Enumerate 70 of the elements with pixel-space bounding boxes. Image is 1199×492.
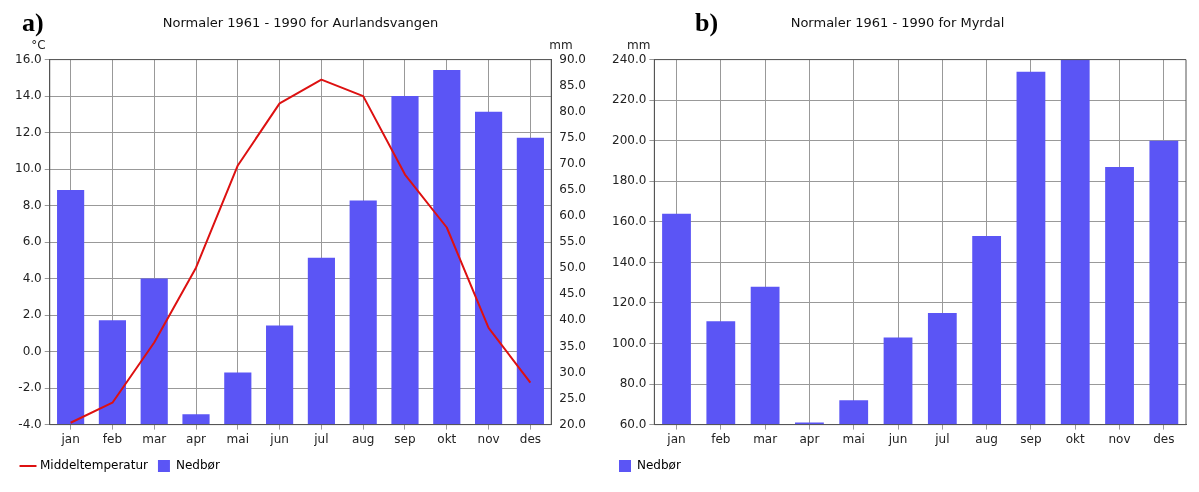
y-tick-label: 80.0 <box>619 376 647 391</box>
y2-tick-label: 45.0 <box>559 286 586 301</box>
x-tick-label: jun <box>887 431 908 446</box>
x-tick-label: jun <box>269 431 289 446</box>
y-tick-label: 8.0 <box>22 197 42 212</box>
y-tick-label: -2.0 <box>18 380 42 395</box>
y-tick-label: 160.0 <box>611 213 647 228</box>
legend-label: Middeltemperatur <box>40 458 149 473</box>
y-tick-label: 180.0 <box>611 173 647 188</box>
x-tick-label: sep <box>394 431 416 446</box>
y2-tick-label: 20.0 <box>559 416 586 431</box>
y2-tick-label: 30.0 <box>559 364 586 379</box>
y2-tick-label: 90.0 <box>559 51 586 66</box>
y-axis-title: °C <box>31 37 46 52</box>
x-tick-label: apr <box>799 431 820 446</box>
x-tick-label: aug <box>351 431 375 446</box>
y-tick-label: 4.0 <box>22 270 42 285</box>
y2-tick-label: 25.0 <box>559 390 586 405</box>
text: b) <box>695 8 719 38</box>
x-tick-label: sep <box>1020 431 1042 446</box>
y2-tick-label: 55.0 <box>559 234 586 249</box>
x-tick-label: feb <box>711 431 731 446</box>
legend-label: Nedbør <box>637 458 681 473</box>
x-tick-label: feb <box>102 431 123 446</box>
y2-tick-label: 60.0 <box>559 208 586 223</box>
x-tick-label: nov <box>477 431 500 446</box>
y-tick-label: 10.0 <box>15 161 42 176</box>
x-tick-label: apr <box>186 431 207 446</box>
y2-tick-label: 35.0 <box>559 338 586 353</box>
y-tick-label: 12.0 <box>15 124 42 139</box>
y-tick-label: 140.0 <box>611 254 647 269</box>
y-tick-label: 6.0 <box>22 234 42 249</box>
x-tick-label: mai <box>842 431 865 446</box>
y2-axis-title: mm <box>549 37 573 52</box>
x-tick-label: okt <box>1065 431 1086 446</box>
x-tick-label: nov <box>1108 431 1131 446</box>
legend-label: Nedbør <box>175 458 220 473</box>
y-tick-label: 200.0 <box>611 132 647 147</box>
y-tick-label: 100.0 <box>611 335 647 350</box>
y2-tick-label: 65.0 <box>559 182 586 197</box>
y2-tick-label: 75.0 <box>559 129 586 144</box>
x-tick-label: jul <box>934 431 950 446</box>
y-tick-label: 220.0 <box>611 92 647 107</box>
y2-tick-label: 70.0 <box>559 156 586 171</box>
chart-title: Normaler 1961 - 1990 for Myrdal <box>790 15 1005 31</box>
y2-tick-label: 50.0 <box>559 260 586 275</box>
y2-tick-label: 85.0 <box>559 77 586 92</box>
x-tick-label: jan <box>666 431 686 446</box>
y2-tick-label: 40.0 <box>559 312 586 327</box>
x-tick-label: aug <box>975 431 998 446</box>
y-tick-label: 16.0 <box>15 51 42 66</box>
y-axis-title: mm <box>626 37 651 52</box>
x-tick-label: jul <box>313 431 329 446</box>
y-tick-label: 120.0 <box>611 295 647 310</box>
x-tick-label: mai <box>226 431 249 446</box>
y-tick-label: 2.0 <box>22 307 42 322</box>
y2-tick-label: 80.0 <box>559 103 586 118</box>
x-tick-label: okt <box>437 431 457 446</box>
y-tick-label: 60.0 <box>619 416 647 431</box>
text: a) <box>22 8 44 38</box>
y-tick-label: 0.0 <box>22 343 42 358</box>
chart-title: Normaler 1961 - 1990 for Aurlandsvangen <box>162 15 439 31</box>
y-tick-label: -4.0 <box>18 416 42 431</box>
x-tick-label: des <box>1153 431 1175 446</box>
x-tick-label: des <box>519 431 542 446</box>
y-tick-label: 240.0 <box>611 51 647 66</box>
x-tick-label: mar <box>753 431 778 446</box>
x-tick-label: mar <box>142 431 167 446</box>
y-tick-label: 14.0 <box>15 88 42 103</box>
x-tick-label: jan <box>60 431 80 446</box>
